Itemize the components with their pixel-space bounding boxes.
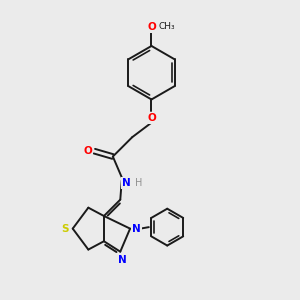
Text: N: N [132, 224, 141, 234]
Text: N: N [118, 255, 127, 265]
Text: H: H [135, 178, 142, 188]
Text: S: S [61, 224, 69, 234]
Text: O: O [147, 113, 156, 123]
Text: N: N [122, 178, 131, 188]
Text: S: S [61, 224, 69, 234]
Text: N: N [122, 178, 131, 188]
Text: CH₃: CH₃ [159, 22, 175, 32]
Text: O: O [83, 146, 92, 156]
Text: O: O [147, 113, 156, 123]
Text: O: O [147, 22, 156, 32]
Text: H: H [135, 178, 142, 188]
Text: N: N [132, 224, 141, 234]
Text: O: O [83, 146, 92, 156]
Text: N: N [118, 255, 127, 265]
Text: O: O [147, 22, 156, 32]
Text: CH₃: CH₃ [159, 22, 175, 32]
